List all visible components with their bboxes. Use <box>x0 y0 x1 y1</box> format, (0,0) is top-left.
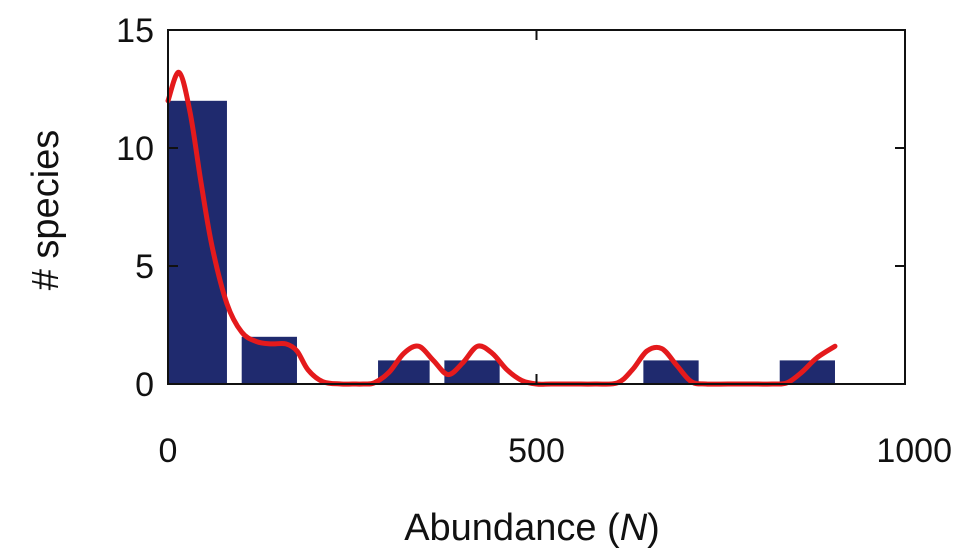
x-axis-title: Abundance (N) <box>404 507 660 549</box>
plot-frame <box>167 29 906 385</box>
x-axis-title-main: Abundance ( <box>404 507 620 549</box>
y-tick-label-5: 5 <box>135 248 154 286</box>
y-axis-title: # species <box>25 130 67 291</box>
x-tick-label-0: 0 <box>159 432 178 470</box>
y-tick-label-10: 10 <box>116 130 154 168</box>
x-tick-label-1000: 1000 <box>876 432 952 470</box>
x-tick-label-500: 500 <box>508 432 565 470</box>
y-tick-label-15: 15 <box>116 12 154 50</box>
x-axis-title-suffix: ) <box>647 507 660 549</box>
tick-labels: 0 5 10 15 0 500 1000 <box>116 12 952 470</box>
axis-ticks <box>167 29 906 385</box>
x-axis-title-italic: N <box>620 507 648 549</box>
y-tick-label-0: 0 <box>135 366 154 404</box>
